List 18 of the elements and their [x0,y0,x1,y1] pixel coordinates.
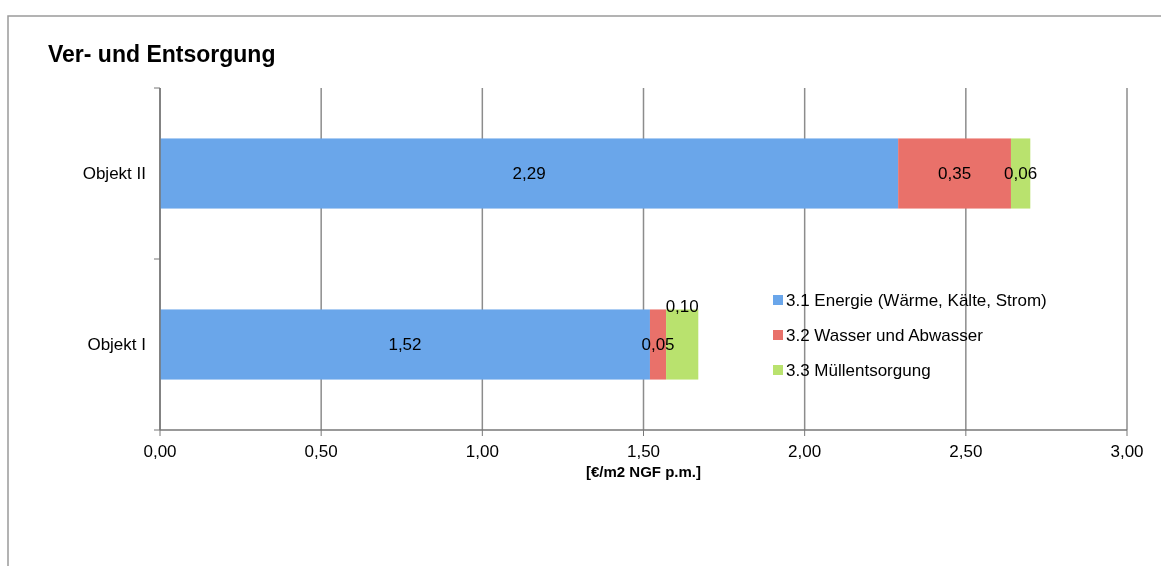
x-axis-title: [€/m2 NGF p.m.] [585,463,702,481]
y-tick-label: Objekt II [82,164,146,184]
legend-label: 3.3 Müllentsorgung [786,360,931,380]
x-tick-label: 3,00 [1110,442,1144,461]
x-tick-label: 2,00 [788,442,822,461]
data-label: 0,35 [938,164,972,184]
x-tick-label: 1,50 [626,442,661,461]
legend-label: 3.2 Wasser und Abwasser [786,325,984,345]
y-tick-label: Objekt I [87,335,146,355]
x-tick-label: 2,50 [949,442,983,461]
legend-label: 3.1 Energie (Wärme, Kälte, Strom) [786,290,1047,310]
x-tick-label: 1,00 [465,442,499,461]
data-label: 1,52 [388,335,422,355]
data-label: 2,29 [512,164,546,184]
chart-title: Ver- und Entsorgung [48,41,276,67]
x-tick-label: 0,50 [304,442,338,461]
x-tick-label: 0,00 [143,442,177,461]
bar [160,138,899,209]
